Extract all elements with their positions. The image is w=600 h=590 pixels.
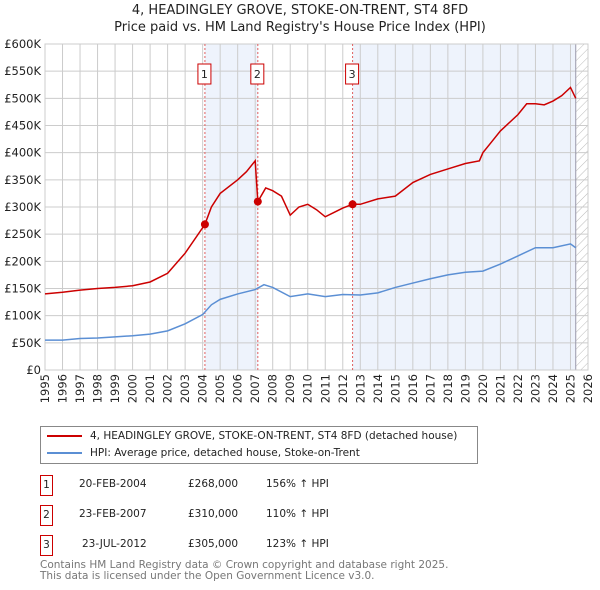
sale-marker-box: 1	[40, 475, 53, 496]
y-tick-label: £0	[26, 363, 41, 377]
hpi-line	[45, 243, 577, 341]
sale-point	[200, 220, 209, 229]
chart-title: 4, HEADINGLEY GROVE, STOKE-ON-TRENT, ST4…	[131, 3, 469, 18]
sale-date: 23-JUL-2012	[82, 538, 147, 550]
x-tick-label: 2006	[231, 374, 245, 403]
x-tick-label: 2012	[336, 374, 350, 403]
legend-label-property: 4, HEADINGLEY GROVE, STOKE-ON-TRENT, ST4…	[90, 430, 458, 442]
sale-hpi: 156% ↑ HPI	[266, 478, 329, 490]
x-tick-label: 2019	[458, 374, 472, 403]
x-tick-label: 2004	[196, 374, 210, 403]
y-tick-label: £150K	[4, 282, 41, 296]
footer-copyright: Contains HM Land Registry data © Crown c…	[40, 559, 449, 571]
x-tick-label: 2015	[388, 374, 402, 403]
legend-swatch-property	[47, 435, 82, 437]
sale-label: 2	[254, 68, 261, 81]
legend-swatch-hpi	[47, 452, 82, 454]
y-tick-label: £400K	[4, 146, 41, 160]
x-tick-label: 2014	[371, 374, 385, 403]
plot-border	[44, 43, 589, 371]
sale-marker-box: 2	[40, 505, 53, 526]
x-tick-label: 2002	[161, 374, 175, 403]
x-tick-label: 2000	[126, 374, 140, 403]
sale-hpi: 123% ↑ HPI	[266, 538, 329, 550]
x-tick-label: 1996	[56, 374, 70, 403]
y-tick-label: £100K	[4, 309, 41, 323]
sale-price: £310,000	[188, 508, 239, 520]
x-tick-label: 2007	[248, 374, 262, 403]
y-tick-label: £50K	[12, 336, 42, 350]
sale-point	[348, 200, 357, 209]
x-tick-label: 2017	[423, 374, 437, 403]
sale-price: £305,000	[188, 538, 239, 550]
x-tick-label: 2022	[511, 374, 525, 403]
x-tick-label: 2023	[528, 374, 542, 403]
x-tick-label: 2009	[283, 374, 297, 403]
x-tick-label: 2016	[406, 374, 420, 403]
property-price-line	[44, 86, 577, 295]
footer-licence: This data is licensed under the Open Gov…	[40, 570, 375, 582]
x-tick-label: 2001	[143, 374, 157, 403]
legend: 4, HEADINGLEY GROVE, STOKE-ON-TRENT, ST4…	[40, 426, 478, 464]
x-tick-label: 1999	[108, 374, 122, 403]
sale-label: 3	[349, 68, 356, 81]
x-tick-label: 2021	[493, 374, 507, 403]
sale-marker-box: 3	[40, 535, 53, 556]
sale-label-box	[250, 63, 265, 85]
x-tick-label: 2025	[563, 374, 577, 403]
sale-hpi: 110% ↑ HPI	[266, 508, 329, 520]
x-tick-label: 2010	[301, 374, 315, 403]
y-tick-label: £550K	[4, 64, 41, 78]
sale-label: 1	[201, 68, 208, 81]
y-tick-label: £350K	[4, 173, 41, 187]
x-tick-label: 2008	[266, 374, 280, 403]
sale-label-box	[197, 63, 212, 85]
x-tick-label: 2026	[581, 374, 595, 403]
x-tick-label: 2024	[546, 374, 560, 403]
legend-label-hpi: HPI: Average price, detached house, Stok…	[90, 447, 360, 459]
footer: Contains HM Land Registry data © Crown c…	[40, 560, 448, 582]
plot-area: 1995 1996 1997 1998 1999 2000 2001 2002 2003 2004…	[4, 37, 595, 403]
sale-label-box	[345, 63, 360, 85]
x-tick-label: 2005	[213, 374, 227, 403]
x-tick-label: 2013	[353, 374, 367, 403]
sale-date: 23-FEB-2007	[79, 508, 147, 520]
sale-point	[253, 197, 262, 206]
x-tick-label: 1998	[91, 374, 105, 403]
y-tick-label: £300K	[4, 200, 41, 214]
sale-date: 20-FEB-2004	[79, 478, 147, 490]
chart-subtitle: Price paid vs. HM Land Registry's House …	[114, 20, 486, 35]
y-tick-label: £250K	[4, 227, 41, 241]
x-tick-label: 2003	[178, 374, 192, 403]
x-tick-label: 2011	[318, 374, 332, 403]
y-tick-label: £450K	[4, 119, 41, 133]
y-tick-label: £500K	[4, 91, 41, 105]
x-tick-label: 2018	[441, 374, 455, 403]
x-tick-label: 1997	[73, 374, 87, 403]
x-tick-label: 1995	[38, 374, 52, 403]
y-tick-label: £600K	[4, 37, 41, 51]
sale-price: £268,000	[188, 478, 239, 490]
x-tick-label: 2020	[476, 374, 490, 403]
y-tick-label: £200K	[4, 254, 41, 268]
